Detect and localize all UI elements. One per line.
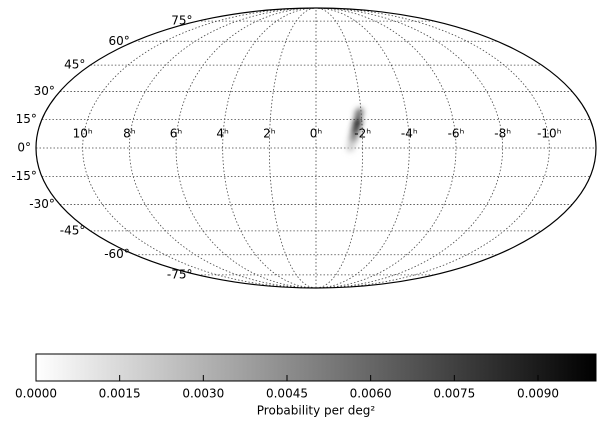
ra-tick-label: 10ʰ — [73, 127, 93, 141]
colorbar-tick-label: 0.0090 — [517, 387, 559, 401]
graticule — [36, 7, 596, 289]
colorbar — [35, 353, 597, 382]
ra-tick-label: 0ʰ — [310, 127, 323, 141]
probability-spot — [354, 107, 364, 120]
colorbar-tick-label: 0.0015 — [99, 387, 141, 401]
dec-tick-label: 60° — [109, 34, 130, 48]
colorbar-tick-label: 0.0045 — [266, 387, 308, 401]
dec-tick-label: 75° — [171, 14, 192, 28]
dec-tick-label: 30° — [34, 84, 55, 98]
meridian — [315, 7, 550, 289]
ra-tick-label: -4ʰ — [401, 127, 418, 141]
meridian — [222, 7, 317, 289]
dec-tick-label: 45° — [64, 58, 85, 72]
ra-tick-label: -2ʰ — [354, 127, 371, 141]
meridian — [315, 7, 457, 289]
dec-tick-label: -30° — [29, 197, 55, 211]
dec-tick-label: -60° — [104, 247, 130, 261]
colorbar-label: Probability per deg² — [257, 404, 376, 418]
ra-tick-label: -8ʰ — [494, 127, 511, 141]
ra-tick-label: 6ʰ — [170, 127, 183, 141]
sky-outline — [35, 7, 597, 289]
dec-tick-label: -45° — [60, 223, 86, 237]
probability-map — [346, 107, 364, 152]
colorbar-tick-label: 0.0000 — [15, 387, 57, 401]
ra-tick-label: 8ʰ — [123, 127, 136, 141]
dec-tick-label: 0° — [17, 141, 31, 155]
ra-tick-label: -6ʰ — [448, 127, 465, 141]
tick-labels: 10ʰ 8ʰ 6ʰ 4ʰ 2ʰ 0ʰ -2ʰ -4ʰ -6ʰ -8ʰ -10ʰ 75° 60° 45° 30… — [11, 14, 561, 282]
probability-spot — [346, 140, 356, 152]
colorbar-tick-label: 0.0060 — [350, 387, 392, 401]
ra-tick-label: 4ʰ — [216, 127, 229, 141]
ra-tick-label: 2ʰ — [263, 127, 276, 141]
meridian — [175, 7, 317, 289]
colorbar-tick-label: 0.0075 — [433, 387, 475, 401]
dec-tick-label: -75° — [167, 267, 193, 281]
colorbar-tick-label: 0.0030 — [182, 387, 224, 401]
dec-tick-label: -15° — [11, 169, 37, 183]
dec-tick-label: 15° — [16, 112, 37, 126]
ra-tick-label: -10ʰ — [537, 127, 562, 141]
colorbar-ticks: 0.0000 0.0015 0.0030 0.0045 0.0060 0.0075 0.00… — [15, 375, 559, 401]
